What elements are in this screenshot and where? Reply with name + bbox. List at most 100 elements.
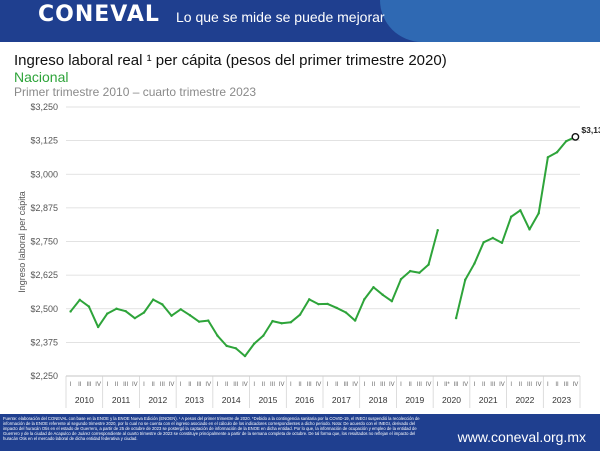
- quarter-tick-label: II: [555, 382, 559, 388]
- data-point: [271, 319, 274, 323]
- data-point: [252, 342, 256, 345]
- chart-title: Ingreso laboral real ¹ per cápita (pesos…: [14, 52, 447, 69]
- quarter-tick-label: III: [454, 382, 459, 388]
- quarter-tick-label: I: [510, 382, 512, 388]
- quarter-tick-label: I: [437, 382, 439, 388]
- y-axis-ticks: $2,250 $2,375 $2,500 $2,625 $2,750 $2,875 $3,0…: [30, 102, 58, 381]
- data-point: [399, 277, 403, 281]
- data-point: [335, 306, 338, 310]
- data-point: [106, 312, 109, 315]
- data-point: [280, 322, 283, 325]
- data-point: [69, 310, 72, 313]
- footer-note: Fuente: elaboración del CONEVAL con base…: [3, 416, 420, 441]
- data-point: [87, 305, 91, 308]
- website-link[interactable]: www.coneval.org.mx: [457, 429, 586, 445]
- year-label: 2013: [185, 395, 204, 405]
- quarter-tick-label: III: [270, 382, 275, 388]
- data-point: [427, 263, 430, 266]
- quarter-tick-label: III: [343, 382, 348, 388]
- data-point: [528, 228, 531, 231]
- data-point: [344, 311, 348, 314]
- quarter-tick-label: I: [217, 382, 219, 388]
- data-point: [546, 156, 550, 159]
- year-label: 2021: [479, 395, 498, 405]
- year-label: 2019: [405, 395, 424, 405]
- y-tick-label: $3,125: [30, 136, 58, 146]
- data-point: [197, 320, 201, 323]
- data-point: [418, 271, 421, 274]
- chart-period: Primer trimestre 2010 – cuarto trimestre…: [14, 85, 257, 99]
- data-point: [473, 262, 476, 265]
- data-point: [464, 278, 467, 281]
- series-segment: [69, 229, 439, 358]
- data-point: [436, 229, 439, 232]
- quarter-tick-label: III: [564, 382, 569, 388]
- quarter-tick-label: I: [180, 382, 182, 388]
- quarter-tick-label: III: [233, 382, 238, 388]
- series-points: [69, 132, 580, 358]
- y-tick-label: $2,500: [30, 304, 58, 314]
- quarter-tick-label: II: [335, 382, 339, 388]
- quarter-tick-label: IV: [389, 382, 395, 388]
- year-label: 2022: [515, 395, 534, 405]
- year-label: 2020: [442, 395, 461, 405]
- quarter-tick-label: IV: [499, 382, 505, 388]
- quarter-tick-label: II: [262, 382, 266, 388]
- year-label: 2010: [75, 395, 94, 405]
- series-line: [69, 135, 576, 358]
- data-point: [124, 309, 127, 313]
- data-point: [151, 298, 155, 301]
- data-point: [179, 308, 182, 311]
- data-point: [500, 241, 504, 245]
- quarter-tick-label: I: [400, 382, 402, 388]
- data-point: [234, 347, 238, 350]
- data-point: [115, 307, 118, 310]
- year-label: 2023: [552, 395, 571, 405]
- line-chart: $2,250 $2,375 $2,500 $2,625 $2,750 $2,875 $3,0…: [17, 102, 600, 408]
- quarter-tick-label: I: [106, 382, 108, 388]
- quarter-tick-label: II: [409, 382, 413, 388]
- data-point: [216, 334, 219, 337]
- quarter-tick-label: IV: [279, 382, 285, 388]
- data-point: [317, 302, 320, 306]
- quarter-tick-label: IV: [169, 382, 175, 388]
- data-point: [390, 300, 394, 303]
- data-point: [289, 321, 293, 324]
- chart-subtitle: Nacional: [14, 69, 69, 85]
- data-point: [372, 286, 375, 289]
- data-point: [363, 298, 366, 301]
- quarter-tick-label: II: [188, 382, 192, 388]
- y-tick-label: $2,875: [30, 203, 58, 213]
- y-tick-label: $3,250: [30, 102, 58, 112]
- quarter-tick-label: II: [225, 382, 229, 388]
- quarter-tick-label: I: [474, 382, 476, 388]
- year-label: 2015: [258, 395, 277, 405]
- quarter-tick-label: I: [327, 382, 329, 388]
- footer-banner: Fuente: elaboración del CONEVAL con base…: [0, 414, 600, 451]
- y-tick-label: $2,250: [30, 371, 58, 381]
- data-point: [161, 303, 164, 306]
- quarter-tick-label: II: [78, 382, 82, 388]
- quarter-tick-label: II: [482, 382, 486, 388]
- year-label: 2011: [112, 395, 131, 405]
- data-point: [408, 269, 412, 273]
- quarter-tick-label: III: [527, 382, 532, 388]
- quarter-tick-label: I: [143, 382, 145, 388]
- quarter-tick-label: II*: [444, 382, 450, 388]
- quarter-tick-label: III: [123, 382, 128, 388]
- y-tick-label: $3,000: [30, 169, 58, 179]
- data-point: [519, 209, 522, 212]
- year-label: 2018: [369, 395, 388, 405]
- quarter-tick-label: III: [417, 382, 422, 388]
- header-swoosh: [380, 0, 600, 42]
- series-segment: [455, 135, 576, 319]
- data-point: [509, 215, 513, 218]
- quarter-tick-label: IV: [132, 382, 138, 388]
- data-point: [555, 150, 559, 154]
- quarter-tick-label: III: [380, 382, 385, 388]
- quarter-tick-label: I: [363, 382, 365, 388]
- quarter-tick-label: IV: [95, 382, 101, 388]
- data-point: [78, 298, 81, 302]
- year-label: 2016: [295, 395, 314, 405]
